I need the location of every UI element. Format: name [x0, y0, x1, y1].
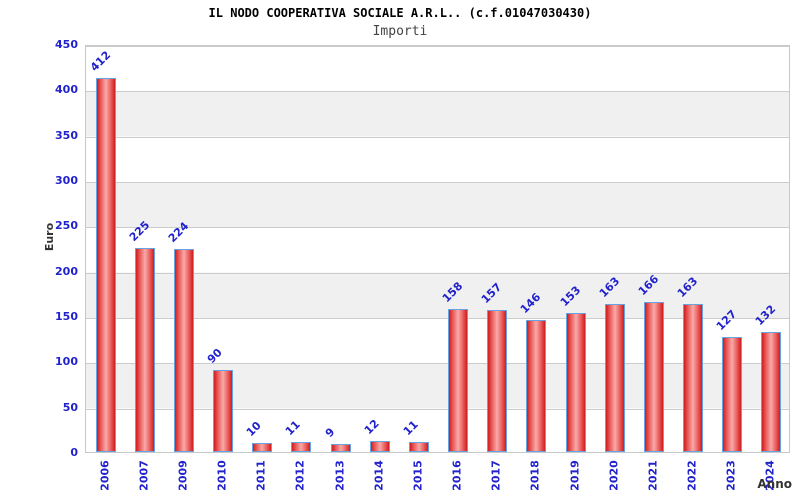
- x-tick-label: 2013: [333, 460, 347, 491]
- bar-value-label: 163: [596, 274, 622, 301]
- y-tick-label: 200: [55, 264, 78, 278]
- bar-value-label: 127: [714, 307, 740, 333]
- bar: [213, 370, 234, 452]
- bar-value-label: 12: [361, 417, 382, 438]
- x-tick-label: 2017: [489, 460, 503, 491]
- y-tick-label: 450: [55, 38, 78, 51]
- x-tick-label: 2019: [568, 460, 582, 491]
- x-tick-label: 2012: [293, 460, 307, 491]
- y-tick-label: 150: [55, 310, 78, 323]
- bar-value-label: 132: [753, 302, 779, 329]
- bar: [487, 309, 508, 452]
- y-tick-label: 100: [55, 355, 78, 369]
- x-tick-label: 2007: [137, 460, 151, 491]
- bar: [173, 248, 194, 452]
- chart-title: IL NODO COOPERATIVA SOCIALE A.R.L.. (c.f…: [208, 6, 592, 20]
- y-tick-label: 250: [55, 219, 78, 233]
- bar-value-label: 153: [557, 283, 583, 310]
- bar-value-label: 11: [283, 418, 304, 439]
- bar: [722, 336, 743, 452]
- gridline: [86, 408, 789, 410]
- bar-value-label: 163: [674, 274, 701, 301]
- bar: [526, 319, 547, 452]
- x-tick-label: 2009: [176, 460, 190, 491]
- bar: [95, 78, 116, 452]
- gridline: [86, 318, 789, 319]
- x-tick-label: 2020: [607, 460, 621, 491]
- x-tick-label: 2015: [411, 460, 425, 491]
- bar: [252, 442, 273, 452]
- y-tick-label: 0: [70, 446, 78, 459]
- bar-value-label: 146: [518, 290, 544, 316]
- bar-value-label: 166: [635, 272, 662, 298]
- gridline: [86, 227, 789, 229]
- x-tick-label: 2016: [450, 460, 464, 491]
- gridline: [86, 182, 789, 183]
- bar: [448, 308, 469, 452]
- bar: [408, 442, 429, 452]
- plot-area: 412 225 224 90 10 11 9 12 11 158 157 146 153 163 166 16…: [85, 45, 790, 453]
- bar-value-label: 157: [479, 280, 505, 306]
- bar: [761, 332, 782, 452]
- x-tick-label: 2021: [646, 460, 660, 491]
- bar-value-label: 225: [126, 218, 152, 244]
- y-tick-label: 300: [55, 174, 78, 187]
- bar-value-label: 10: [244, 418, 265, 439]
- x-tick-label: 2010: [215, 460, 229, 491]
- bar: [134, 248, 155, 452]
- bar: [683, 304, 704, 452]
- x-tick-label: 2022: [685, 460, 699, 491]
- y-tick-label: 400: [55, 83, 78, 97]
- gridline: [86, 46, 789, 47]
- x-tick-label: 2018: [528, 460, 542, 491]
- x-tick-label: 2011: [254, 460, 268, 491]
- gridline: [86, 272, 789, 274]
- bar: [565, 313, 586, 452]
- x-axis-title: Anno: [757, 477, 792, 491]
- gridline: [86, 363, 789, 365]
- bar: [369, 441, 390, 452]
- bar: [604, 304, 625, 452]
- bar: [291, 442, 312, 452]
- bar: [330, 443, 351, 452]
- bar-value-label: 412: [87, 49, 113, 75]
- bar-value-label: 224: [165, 219, 192, 245]
- gridline: [86, 91, 789, 93]
- bar-value-label: 11: [400, 418, 421, 439]
- x-tick-label: 2023: [724, 460, 738, 491]
- gridline: [86, 136, 789, 138]
- x-tick-label: 2006: [98, 460, 112, 491]
- y-tick-label: 50: [62, 400, 78, 414]
- x-tick-label: 2014: [372, 460, 386, 491]
- bar: [643, 301, 664, 452]
- chart-subtitle: Importi: [372, 24, 428, 39]
- y-tick-label: 350: [55, 128, 78, 142]
- bar-value-label: 158: [439, 279, 466, 305]
- bar-value-label: 9: [322, 425, 337, 440]
- x-axis-ticks: 2006 2007 2009 2010 2011 2012 2013 2014 2015 2016…: [85, 453, 790, 499]
